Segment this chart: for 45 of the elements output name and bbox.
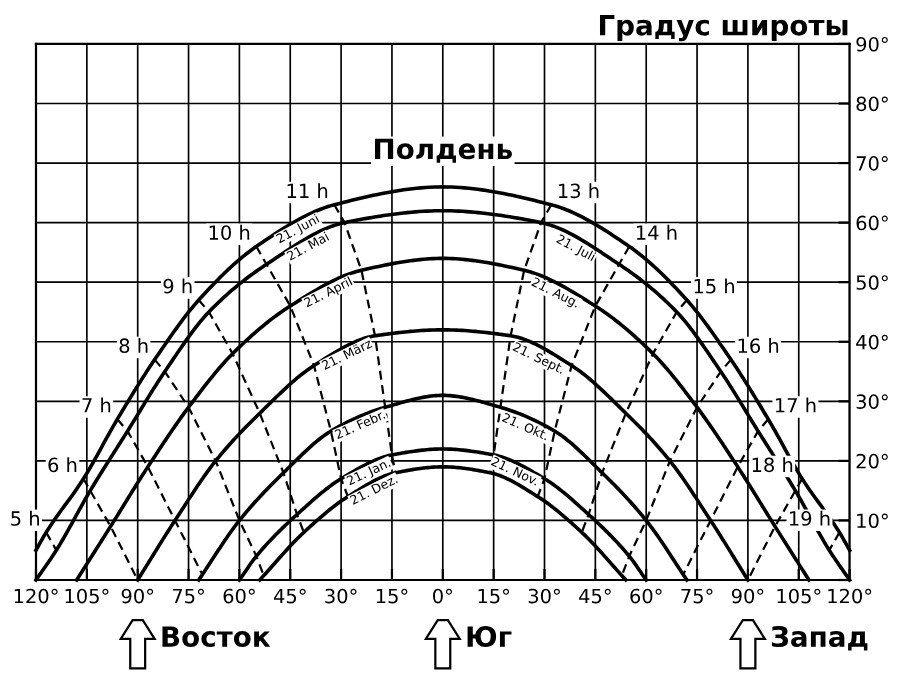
text: Восток — [162, 626, 271, 648]
y-tick-label: 10° — [857, 513, 888, 529]
x-tick-label: 120° — [828, 588, 872, 604]
series-label: 11 h — [287, 183, 328, 198]
series-label: 13 h — [558, 183, 599, 199]
series-label: 15 h — [694, 278, 735, 294]
series-label: 18 h — [752, 457, 793, 473]
y-tick-label: 40° — [856, 334, 888, 350]
x-tick-label: 105° — [65, 588, 109, 604]
series-label: 6 h — [48, 457, 77, 473]
x-tick-label: 60° — [630, 588, 662, 604]
x-tick-label: 120° — [14, 588, 58, 604]
x-tick-label: 45° — [579, 588, 611, 604]
y-tick-label: 90° — [856, 36, 888, 52]
x-tick-label: 75° — [172, 588, 204, 604]
y-axis-title: Градус широты — [599, 15, 848, 42]
series-label: 14 h — [636, 224, 677, 240]
x-tick-label: 15° — [478, 588, 510, 604]
y-tick-label: 30° — [856, 394, 888, 409]
x-tick-label: 90° — [121, 588, 154, 604]
y-tick-label: 50° — [856, 275, 888, 290]
series-label: 5 h — [11, 510, 39, 526]
series-label: 10 h — [209, 224, 250, 240]
series-label: 7 h — [82, 397, 111, 413]
series-label: 8 h — [119, 338, 148, 354]
series-label: 16 h — [738, 338, 779, 354]
x-tick-label: 105° — [777, 588, 821, 604]
text: Запад — [771, 626, 868, 651]
x-tick-label: 90° — [731, 588, 764, 604]
text: Юг — [467, 626, 512, 648]
y-tick-label: 60° — [856, 215, 888, 231]
series-label: 19 h — [789, 510, 830, 526]
y-tick-label: 70° — [856, 156, 888, 171]
x-tick-label: 0° — [433, 588, 452, 604]
series-label: 17 h — [775, 397, 816, 413]
x-tick-label: 15° — [376, 588, 408, 604]
y-tick-label: 80° — [856, 96, 888, 112]
x-tick-label: 45° — [273, 588, 306, 604]
annotation: Полдень — [375, 138, 512, 163]
x-tick-label: 30° — [528, 588, 560, 604]
y-tick-label: 20° — [856, 453, 888, 469]
x-tick-label: 30° — [325, 588, 357, 604]
x-tick-label: 75° — [681, 588, 713, 604]
x-tick-label: 60° — [223, 588, 255, 604]
series-label: 9 h — [163, 278, 192, 294]
